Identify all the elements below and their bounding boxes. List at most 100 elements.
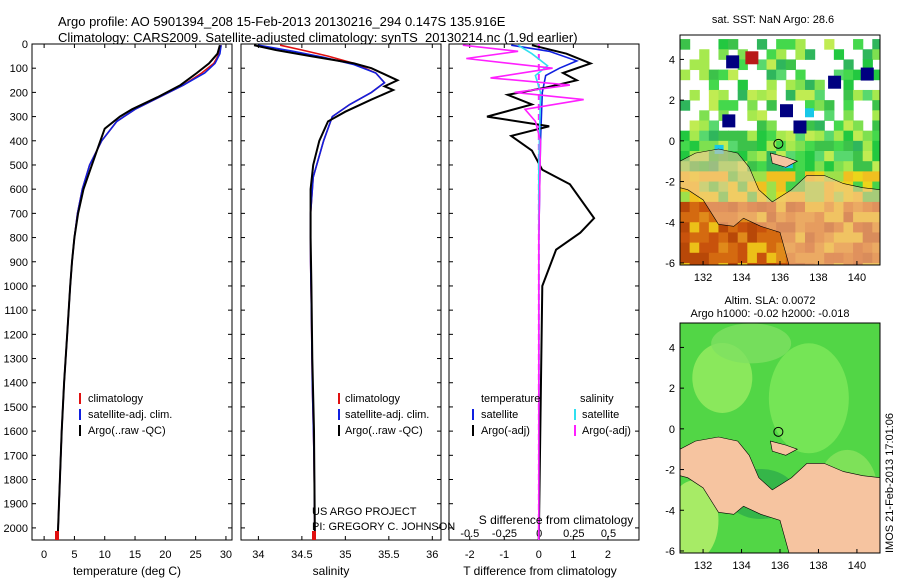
sst-cell <box>843 69 854 81</box>
x-top-tick-label: 0.25 <box>563 528 584 540</box>
sst-cell <box>699 252 710 264</box>
sst-cell <box>872 110 880 121</box>
x-top-tick-label: 0.5 <box>601 528 616 540</box>
y-tick-label: 1400 <box>4 378 28 390</box>
y-tick-label: 1200 <box>4 329 28 341</box>
island <box>770 440 799 456</box>
sst-cell <box>737 140 748 152</box>
sst-cell <box>747 100 758 111</box>
sst-cell <box>776 181 787 193</box>
x-tick-label: 10 <box>99 549 111 561</box>
sst-cell <box>737 232 748 244</box>
sst-cell <box>699 222 710 233</box>
sst-cell <box>680 69 691 81</box>
sst-cell <box>872 171 880 182</box>
x-top-tick-label: -0.5 <box>460 528 479 540</box>
sst-cell <box>766 191 777 203</box>
temperature-legend: climatology satellite-adj. clim. Argo(..… <box>79 393 172 437</box>
sst-cell <box>766 100 777 111</box>
sst-cell <box>805 100 816 111</box>
sst-cell <box>737 151 748 162</box>
sst-cell <box>795 89 806 101</box>
sst-cell <box>862 140 873 152</box>
sst-cell <box>862 59 873 71</box>
sst-cell <box>747 222 758 233</box>
sst-cell <box>718 69 729 81</box>
sst-cell <box>680 252 691 264</box>
sst-cell <box>833 161 845 172</box>
sst-cell <box>872 100 880 111</box>
sst-cell <box>853 171 864 182</box>
sst-cell <box>853 69 864 81</box>
sst-cell <box>699 59 710 71</box>
legend-label: climatology <box>88 393 144 405</box>
sst-cell <box>699 140 710 152</box>
x-tick-label: 134 <box>732 272 750 284</box>
salinity-panel: 34 34.5 35 35.5 36 <box>240 43 442 561</box>
sst-cell <box>728 130 739 142</box>
sst-cell <box>756 59 768 71</box>
sst-cell <box>853 140 864 152</box>
sst-cell <box>805 140 816 152</box>
sst-cell <box>862 171 873 182</box>
sst-cell <box>718 39 729 50</box>
sst-cell <box>680 191 691 203</box>
sst-cell <box>766 79 777 91</box>
sst-cell <box>872 130 880 142</box>
sst-cell <box>756 262 768 265</box>
legend-label: Argo(..raw -QC) <box>345 425 423 437</box>
sst-cell <box>824 171 835 182</box>
sst-cell <box>689 130 700 142</box>
sst-cell <box>737 79 748 91</box>
difference-legend: temperature satellite Argo(-adj) salinit… <box>472 393 631 437</box>
sst-cell <box>766 252 777 264</box>
sla-map-subtitle: Argo h1000: -0.02 h2000: -0.018 <box>690 308 849 320</box>
sst-cell <box>699 201 710 213</box>
bottom-marker <box>312 531 316 540</box>
sst-cell <box>689 89 700 101</box>
sst-cell <box>737 262 748 265</box>
sst-cell <box>689 252 700 264</box>
x-tick-label: 138 <box>809 560 827 572</box>
y-tick-label: 0 <box>669 424 675 436</box>
sst-cell <box>756 242 768 254</box>
sst-cell <box>766 49 777 60</box>
sst-cell <box>824 161 835 172</box>
sst-cell <box>728 262 739 265</box>
x-tick-label: -2 <box>465 549 475 561</box>
y-tick-label: 2 <box>669 383 675 395</box>
series-line-argo <box>56 44 221 541</box>
sst-cell <box>776 39 787 50</box>
sst-cell <box>785 151 796 162</box>
sst-cell <box>737 59 748 71</box>
sst-cell-dark <box>793 120 807 134</box>
sst-cell <box>708 222 720 233</box>
sst-cell <box>776 161 787 172</box>
sst-cell <box>680 151 691 162</box>
sst-cell <box>776 242 787 254</box>
sst-cell <box>747 232 758 244</box>
sst-cell <box>756 110 768 121</box>
sst-cell <box>833 140 845 152</box>
y-tick-label: 1700 <box>4 450 28 462</box>
sst-cell <box>718 222 729 233</box>
sst-cell <box>708 232 720 244</box>
sst-cell <box>680 222 691 233</box>
temperature-xlabel: temperature (deg C) <box>73 564 181 578</box>
x-tick-label: 132 <box>694 560 712 572</box>
sst-cell <box>728 252 739 264</box>
sst-cell <box>728 232 739 244</box>
sst-cell <box>843 171 854 182</box>
sst-cell <box>862 161 873 172</box>
sst-cell <box>785 130 796 142</box>
sst-cell <box>708 140 720 152</box>
salinity-legend: climatology satellite-adj. clim. Argo(..… <box>338 393 429 437</box>
sst-cell <box>766 140 777 152</box>
land-mass <box>680 436 880 553</box>
sst-cell <box>737 130 748 142</box>
y-tick-label: 1800 <box>4 475 28 487</box>
sst-cell <box>853 161 864 172</box>
sst-cell <box>756 89 768 101</box>
sst-cell <box>805 161 816 172</box>
